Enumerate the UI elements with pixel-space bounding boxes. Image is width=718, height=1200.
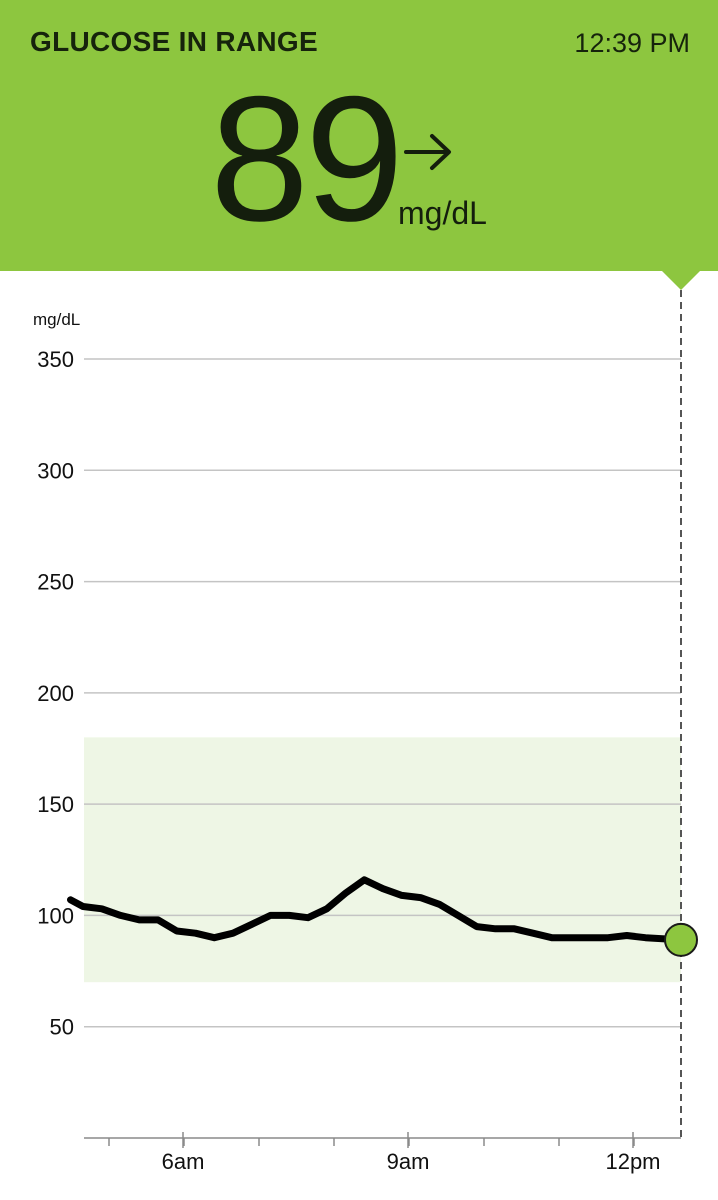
current-time-pointer: [662, 271, 700, 290]
current-reading-point: [664, 922, 698, 957]
x-tick-label: 12pm: [605, 1149, 660, 1174]
y-tick-label: 250: [37, 570, 74, 595]
current-time: 12:39 PM: [574, 28, 690, 58]
y-tick-label: 350: [37, 347, 74, 372]
y-tick-label: 300: [37, 458, 74, 483]
y-tick-label: 200: [37, 681, 74, 706]
y-tick-label: 100: [37, 903, 74, 928]
arrow-right-icon: [404, 134, 451, 170]
glucose-status-title: GLUCOSE IN RANGE: [30, 26, 318, 57]
glucose-reading-unit: mg/dL: [398, 195, 487, 231]
y-tick-label: 50: [50, 1015, 74, 1040]
target-range-band: [84, 737, 681, 983]
y-axis-unit-label: mg/dL: [33, 310, 80, 329]
glucose-status-header: GLUCOSE IN RANGE 12:39 PM 89 mg/dL: [0, 0, 718, 271]
x-tick-label: 9am: [387, 1149, 430, 1174]
x-tick-label: 6am: [162, 1149, 205, 1174]
glucose-trend-line: [67, 876, 686, 944]
y-tick-label: 150: [37, 792, 74, 817]
glucose-reading-value: 89: [210, 59, 404, 258]
